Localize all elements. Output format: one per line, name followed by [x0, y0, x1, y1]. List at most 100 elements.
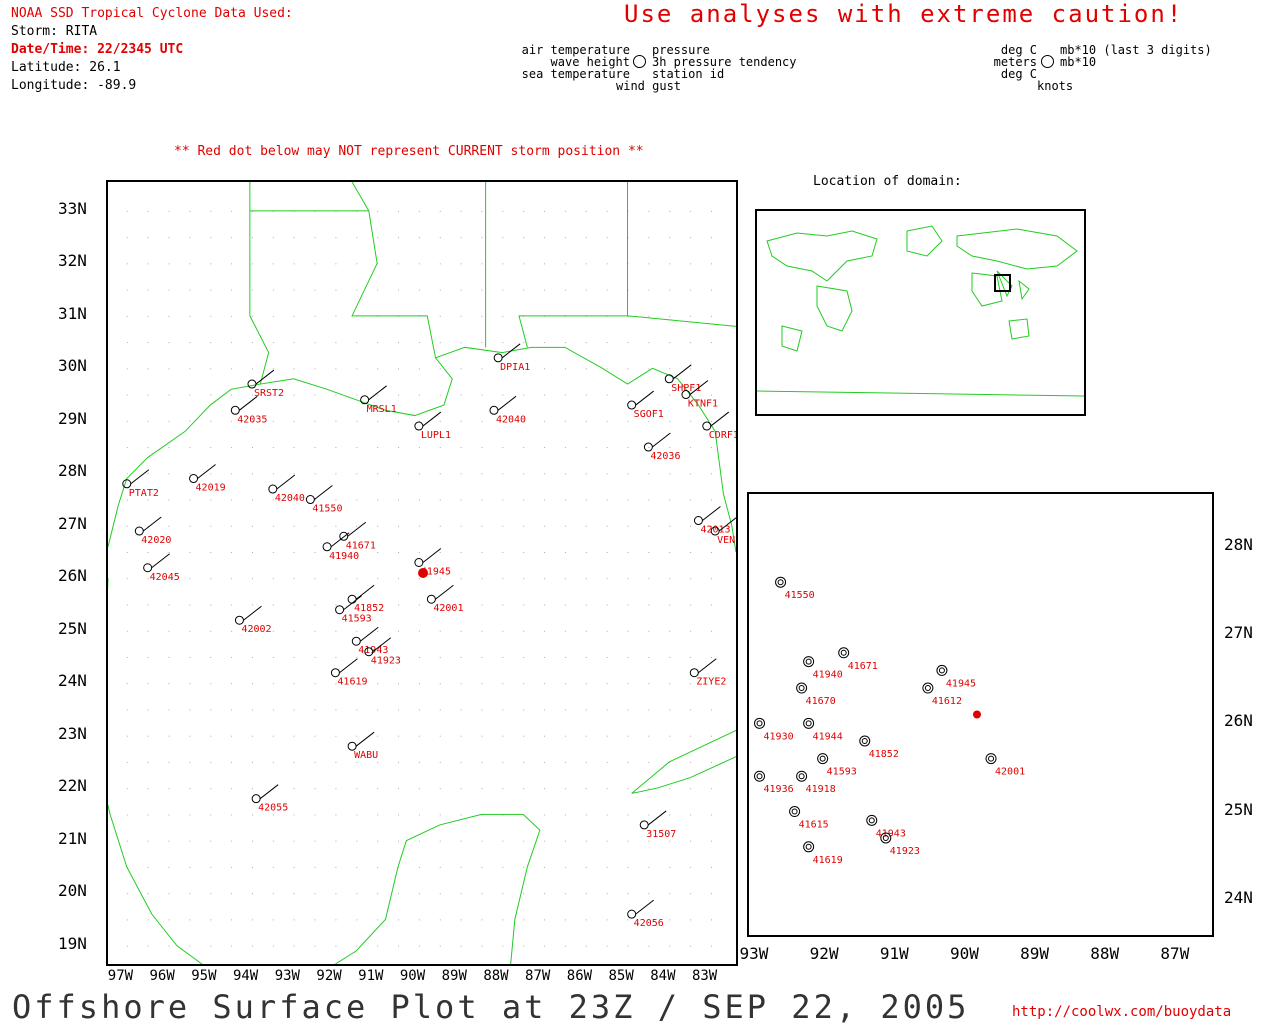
wind-barb: [243, 605, 262, 621]
wind-barb: [422, 548, 442, 563]
station-marker: [364, 647, 374, 657]
station-id-label: 41945: [421, 567, 451, 578]
station-marker: [702, 421, 712, 431]
wind-barb: [422, 411, 442, 427]
legend-left: air temperature wave height sea temperat…: [520, 44, 630, 80]
wind-barb: [314, 485, 333, 500]
lon-tick-label: 90W: [399, 968, 426, 984]
station-marker: [985, 753, 997, 765]
station-id-label: 41852: [869, 749, 899, 760]
station-marker: [803, 841, 815, 853]
station-id-label: 42055: [258, 803, 288, 814]
station-marker: [838, 647, 850, 659]
station-marker: [330, 668, 340, 678]
station-marker: [234, 615, 244, 625]
station-marker: [247, 379, 257, 389]
station-id-label: WABU: [354, 750, 378, 761]
legend-station-id: station id: [652, 67, 725, 81]
station-id-label: 41671: [848, 661, 878, 672]
wind-barb: [435, 584, 454, 600]
lat-tick-label: 24N: [58, 671, 87, 691]
station-marker: [134, 526, 144, 536]
station-id-label: 41936: [764, 784, 794, 795]
lat-tick-label: 28N: [1224, 534, 1253, 554]
station-marker: [627, 400, 637, 410]
station-marker: [351, 636, 361, 646]
station-id-label: 42040: [275, 493, 305, 504]
wind-barb: [647, 810, 667, 826]
station-id-label: LUPL1: [421, 430, 451, 441]
legend-wind-gust: wind gust: [616, 79, 682, 93]
lon-tick-label: 93W: [739, 944, 769, 963]
wind-barb: [355, 731, 375, 747]
lon-tick-label: 84W: [650, 968, 676, 984]
station-id-label: PTAT2: [129, 488, 159, 499]
lat-tick-label: 26N: [58, 566, 87, 586]
wind-barb: [343, 595, 362, 611]
station-id-label: 41550: [312, 504, 342, 515]
station-marker: [796, 682, 808, 694]
source-url-link[interactable]: http://coolwx.com/buoydata: [1012, 1004, 1232, 1020]
wind-barb: [710, 411, 730, 427]
world-inset-svg: [757, 225, 1084, 397]
lat-tick-label: 24N: [1224, 887, 1253, 907]
wind-barb: [238, 395, 258, 411]
station-id-label: 42013: [700, 525, 730, 536]
lon-tick-label: 89W: [1020, 944, 1050, 963]
wind-barb: [635, 390, 654, 406]
main-map[interactable]: PTAT2 42020 42045 42019 42035 SRST2 42040 41550…: [106, 180, 738, 966]
wind-barb: [501, 343, 521, 359]
units-circle-icon: [1041, 55, 1054, 68]
inset-title: Location of domain:: [813, 174, 962, 189]
wind-barb: [368, 385, 387, 401]
wind-barb: [359, 626, 379, 642]
station-marker: [268, 484, 278, 494]
legend-right: pressure 3h pressure tendency station id: [652, 44, 797, 80]
station-id-label: MRSL1: [367, 404, 397, 415]
lon-tick-label: 91W: [879, 944, 909, 963]
lat-tick-label: 23N: [58, 723, 87, 743]
station-id-label: 41550: [785, 590, 815, 601]
wind-barb: [276, 474, 296, 490]
wind-barb: [197, 464, 216, 479]
wind-barb: [702, 506, 721, 521]
lat-tick-label: 25N: [58, 618, 87, 638]
station-marker: [817, 753, 829, 765]
station-marker: [305, 495, 315, 505]
lon-tick-label: 87W: [1160, 944, 1190, 963]
lat-tick-label: 22N: [58, 776, 87, 796]
station-id-label: 41619: [337, 677, 367, 688]
zoom-map-svg: 41550 41671 41940 41670 41945 41612 41930 41944…: [754, 576, 1025, 866]
lat-tick-label: 29N: [58, 408, 87, 428]
station-marker: [681, 390, 691, 400]
lon-tick-label: 87W: [525, 968, 551, 984]
lon-tick-label: 88W: [1090, 944, 1120, 963]
station-marker: [335, 605, 345, 615]
station-id-label: 42056: [634, 918, 664, 929]
world-inset-map: [755, 209, 1086, 416]
station-marker: [789, 806, 801, 818]
station-id-label: 41944: [813, 731, 843, 742]
latitude-label: Latitude: 26.1: [11, 60, 121, 75]
station-marker: [664, 374, 674, 384]
wind-barb: [718, 517, 736, 532]
station-id-label: 42002: [241, 624, 271, 635]
longitude-label: Longitude: -89.9: [11, 78, 137, 93]
wind-barb: [339, 658, 358, 674]
wind-barb: [259, 784, 279, 800]
lat-tick-label: 25N: [1224, 799, 1253, 819]
station-id-label: KTNF1: [688, 399, 718, 410]
zoom-map[interactable]: 41550 41671 41940 41670 41945 41612 41930 41944…: [747, 492, 1214, 937]
station-marker: [347, 594, 357, 604]
station-id-label: SGOF1: [634, 409, 664, 420]
station-marker: [754, 717, 766, 729]
station-id-label: 41852: [354, 603, 384, 614]
lon-tick-label: 90W: [949, 944, 979, 963]
lon-tick-label: 93W: [274, 968, 300, 984]
station-marker: [230, 405, 240, 415]
station-id-label: 41619: [813, 855, 843, 866]
domain-box: [994, 274, 1011, 292]
station-id-label: 42036: [650, 451, 680, 462]
units-left: deg C meters deg C: [993, 43, 1037, 81]
station-id-label: 42035: [237, 414, 267, 425]
